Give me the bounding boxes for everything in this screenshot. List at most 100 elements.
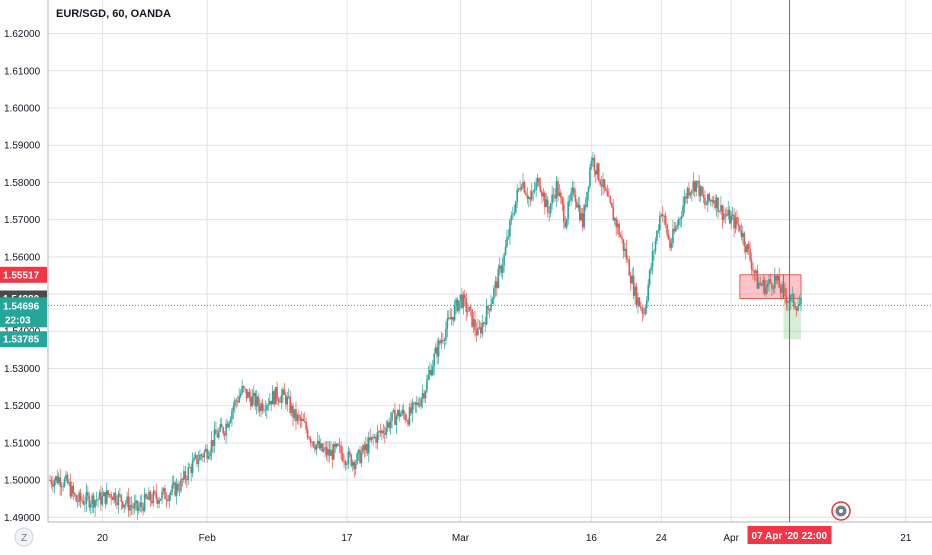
candle <box>277 396 280 406</box>
candle-body <box>271 391 274 405</box>
stop-price-badge: 1.55517 <box>0 266 47 283</box>
candle-body <box>600 184 603 187</box>
candle <box>541 189 543 204</box>
candle <box>576 199 578 209</box>
candle-body <box>574 195 577 202</box>
candle-body <box>235 400 238 402</box>
candle <box>557 176 559 202</box>
candle <box>778 267 780 289</box>
candle-body <box>50 480 53 485</box>
candle-body <box>766 283 769 287</box>
candle <box>616 219 619 234</box>
candle <box>752 262 754 280</box>
candle-body <box>321 443 323 452</box>
candle <box>318 434 321 450</box>
candle-body <box>650 267 652 271</box>
candle <box>356 451 358 466</box>
candle-body <box>545 199 548 208</box>
candle <box>731 206 734 221</box>
candle-body <box>395 416 398 425</box>
candle-body <box>81 500 83 502</box>
candle <box>260 399 262 418</box>
candle <box>338 437 341 454</box>
replay-target-icon[interactable] <box>831 501 851 521</box>
candle-body <box>331 449 334 460</box>
candle <box>682 196 684 218</box>
candle-body <box>589 167 591 187</box>
candle <box>621 230 623 244</box>
candle-body <box>676 224 679 227</box>
candle <box>152 485 155 507</box>
candle <box>549 202 552 218</box>
candle-body <box>94 500 96 508</box>
candle <box>509 218 511 246</box>
candle-body <box>152 491 155 504</box>
candle-body <box>257 396 259 406</box>
candle <box>433 348 436 376</box>
candle <box>611 202 613 208</box>
candle-body <box>701 186 703 195</box>
candle <box>107 489 110 498</box>
candle-body <box>721 205 724 220</box>
candle <box>421 384 424 408</box>
candle-body <box>478 327 481 328</box>
candle <box>485 298 488 326</box>
candle <box>542 188 545 202</box>
candle-body <box>402 409 405 415</box>
candle <box>153 489 156 496</box>
candle-body <box>465 298 468 312</box>
candle-body <box>677 219 680 225</box>
candle <box>279 396 281 403</box>
candle-body <box>302 418 305 422</box>
candle <box>584 197 587 211</box>
candle <box>267 397 270 412</box>
candle-body <box>251 396 254 407</box>
candle-body <box>362 445 364 453</box>
candle-body <box>647 284 649 301</box>
candle <box>774 267 776 294</box>
candle-body <box>640 306 642 309</box>
candle <box>758 277 760 290</box>
candle <box>164 484 166 500</box>
candle-body <box>727 209 730 216</box>
candle <box>76 495 79 508</box>
candle-body <box>794 306 796 309</box>
candle-body <box>645 300 648 308</box>
candle-body <box>673 228 676 232</box>
candle <box>736 210 738 231</box>
candle-body <box>223 433 226 436</box>
x-axis-labels: 20 Feb 17 Mar 16 24 Apr 21 <box>97 533 912 544</box>
candle-body <box>231 410 233 420</box>
candle <box>680 210 683 228</box>
candle <box>618 220 620 239</box>
candle-body <box>279 401 281 403</box>
candle <box>624 242 626 258</box>
candle-body <box>693 181 696 192</box>
candle-body <box>238 396 241 403</box>
candle-body <box>720 205 722 212</box>
candle-body <box>168 495 171 501</box>
candle-body <box>440 339 443 344</box>
candle <box>462 291 465 315</box>
candle-body <box>683 196 686 206</box>
axis-corner-button[interactable]: Z <box>14 527 34 547</box>
candle <box>491 296 494 304</box>
candle <box>520 183 523 191</box>
y-tick-label: 1.53000 <box>4 364 41 375</box>
candle <box>132 502 134 515</box>
candle-body <box>75 495 77 502</box>
candle <box>365 436 367 457</box>
candle-body <box>330 449 332 456</box>
candle-body <box>411 403 414 414</box>
crosshair-date-label: 07 Apr '20 22:00 <box>747 526 832 544</box>
candlestick-series <box>49 152 802 520</box>
candle <box>675 222 677 233</box>
candle-body <box>334 444 337 447</box>
candle-body <box>670 243 673 248</box>
candle <box>309 435 312 447</box>
candle <box>447 310 450 321</box>
candle <box>254 390 257 411</box>
candle <box>337 442 339 447</box>
